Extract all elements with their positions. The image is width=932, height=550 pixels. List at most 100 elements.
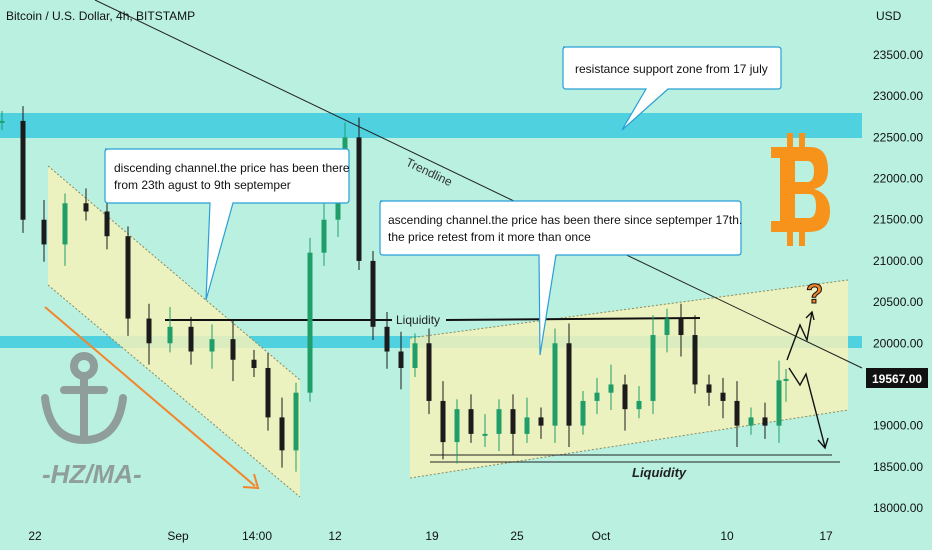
candle-body bbox=[209, 339, 215, 352]
x-tick-label: 17 bbox=[819, 529, 833, 543]
candle-body bbox=[594, 392, 600, 401]
orange-trend-arrow bbox=[44, 306, 256, 487]
x-tick-label: 22 bbox=[28, 529, 42, 543]
candle-body bbox=[622, 384, 628, 410]
x-tick-label: Sep bbox=[167, 529, 189, 543]
projection-down-path bbox=[788, 367, 826, 448]
candle-body bbox=[454, 409, 460, 443]
candle-body bbox=[776, 380, 782, 426]
candle-body bbox=[580, 400, 586, 426]
candle-body bbox=[104, 211, 110, 237]
candles-group bbox=[0, 106, 789, 472]
time-axis[interactable]: 22 Sep 14:00 12 19 25 Oct 10 17 bbox=[28, 529, 833, 543]
callout-descending-line2: from 23th agust to 9th septemper bbox=[114, 178, 291, 192]
x-tick-label: 12 bbox=[328, 529, 342, 543]
descending-channel bbox=[48, 166, 300, 497]
y-tick-label: 22000.00 bbox=[873, 172, 923, 186]
last-price-value: 19567.00 bbox=[872, 372, 922, 386]
callout-ascending-line2: the price retest from it more than once bbox=[388, 230, 591, 244]
question-mark: ? bbox=[806, 278, 823, 309]
x-tick-label: 25 bbox=[510, 529, 524, 543]
liquidity-label-bottom: Liquidity bbox=[632, 465, 687, 480]
ascending-channel bbox=[410, 280, 848, 478]
candle-body bbox=[748, 417, 754, 426]
candle-body bbox=[538, 417, 544, 426]
candle-body bbox=[62, 203, 68, 245]
y-tick-label: 20500.00 bbox=[873, 295, 923, 309]
candle-body bbox=[321, 219, 327, 253]
liquidity-label-top: Liquidity bbox=[396, 313, 440, 327]
last-price-tag bbox=[866, 368, 928, 388]
callout-ascending: ascending channel.the price has been the… bbox=[379, 200, 742, 356]
resistance-zone bbox=[0, 113, 862, 138]
x-tick-label: 10 bbox=[720, 529, 734, 543]
bitcoin-logo bbox=[771, 133, 830, 246]
x-tick-label: 14:00 bbox=[242, 529, 272, 543]
ascending-channel-lower bbox=[409, 409, 849, 479]
candle-body bbox=[566, 343, 572, 426]
projection-down-arrowhead bbox=[817, 437, 829, 450]
candle-body bbox=[510, 409, 516, 434]
candle-body bbox=[83, 203, 89, 212]
y-tick-label: 21500.00 bbox=[873, 213, 923, 227]
callout-resistance-text: resistance support zone from 17 july bbox=[575, 62, 768, 76]
projection-up-path bbox=[786, 311, 813, 361]
candle-body bbox=[307, 252, 313, 393]
candle-body bbox=[279, 417, 285, 451]
descending-channel-upper bbox=[47, 165, 301, 381]
orange-arrow-head bbox=[242, 473, 260, 490]
candle-body bbox=[188, 326, 194, 352]
candle-body bbox=[398, 351, 404, 368]
y-tick-label: 22500.00 bbox=[873, 130, 923, 144]
trendline bbox=[94, 0, 863, 369]
price-axis[interactable]: 23500.00 23000.00 22500.00 22000.00 21500.00… bbox=[873, 48, 923, 515]
candle-body bbox=[608, 384, 614, 393]
candle-body bbox=[440, 400, 446, 443]
candle-body bbox=[293, 392, 299, 451]
candle-body bbox=[496, 409, 502, 434]
candle-body bbox=[734, 400, 740, 426]
chart-title: Bitcoin / U.S. Dollar, 4h, BITSTAMP bbox=[6, 9, 195, 23]
ascending-channel-upper bbox=[409, 279, 849, 339]
y-tick-label: 23500.00 bbox=[873, 48, 923, 62]
candle-body bbox=[762, 417, 768, 426]
candle-body bbox=[468, 409, 474, 434]
callout-resistance: resistance support zone from 17 july bbox=[562, 46, 782, 131]
candle-body bbox=[720, 392, 726, 401]
candle-body bbox=[167, 326, 173, 344]
candle-body bbox=[552, 343, 558, 426]
liquidity-line-high-right bbox=[445, 317, 701, 321]
y-tick-label: 18000.00 bbox=[873, 501, 923, 515]
y-tick-label: 23000.00 bbox=[873, 89, 923, 103]
candle-body bbox=[356, 137, 362, 261]
x-tick-label: 19 bbox=[425, 529, 439, 543]
x-tick-label: Oct bbox=[592, 529, 611, 543]
anchor-watermark-icon bbox=[41, 352, 127, 445]
y-tick-label: 21000.00 bbox=[873, 254, 923, 268]
candle-body bbox=[650, 335, 656, 401]
candle-body bbox=[692, 335, 698, 385]
candle-body bbox=[706, 384, 712, 393]
candle-body bbox=[0, 120, 5, 123]
candle-body bbox=[230, 339, 236, 360]
candle-body bbox=[370, 260, 376, 327]
callout-ascending-line1: ascending channel.the price has been the… bbox=[388, 213, 742, 227]
descending-channel-lower bbox=[47, 284, 301, 498]
callout-descending-line1: discending channel.the price has been th… bbox=[114, 161, 350, 175]
currency-label: USD bbox=[876, 9, 902, 23]
candle-body bbox=[636, 400, 642, 410]
candle-body bbox=[384, 326, 390, 352]
projection-up-arrowhead bbox=[805, 310, 815, 321]
y-tick-label: 18500.00 bbox=[873, 460, 923, 474]
candle-body bbox=[20, 120, 26, 220]
callout-descending: discending channel.the price has been th… bbox=[104, 148, 350, 301]
candle-body bbox=[482, 433, 488, 436]
candle-body bbox=[664, 318, 670, 336]
y-tick-label: 19000.00 bbox=[873, 419, 923, 433]
candle-body bbox=[783, 378, 789, 381]
watermark-text: -HZ/MA- bbox=[42, 459, 142, 489]
candle-body bbox=[426, 343, 432, 401]
candle-body bbox=[524, 417, 530, 434]
